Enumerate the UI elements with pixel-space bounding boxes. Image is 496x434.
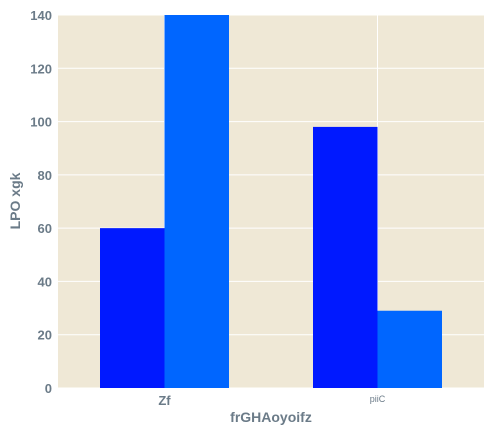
y-tick-label: 140 (30, 8, 52, 23)
bars (100, 15, 442, 389)
y-tick-label: 0 (45, 381, 52, 396)
bar-piiC-series-2 (377, 310, 442, 388)
x-tick-label: Zf (158, 393, 171, 408)
y-tick-label: 120 (30, 61, 52, 76)
y-tick-label: 40 (38, 274, 52, 289)
x-tick-label: piiC (370, 394, 386, 404)
y-tick-label: 60 (38, 221, 52, 236)
y-tick-labels: 0 20 40 60 80 100 120 140 (30, 8, 52, 396)
bar-Zf-series-2 (164, 15, 229, 388)
y-tick-label: 20 (38, 328, 52, 343)
y-tick-label: 80 (38, 168, 52, 183)
bar-Zf-series-1 (100, 228, 165, 388)
y-tick-label: 100 (30, 115, 52, 130)
x-tick-labels: Zf piiC (158, 393, 385, 408)
bar-piiC-series-1 (313, 126, 378, 389)
y-axis-label: LPO xgk (7, 172, 23, 229)
x-axis-label: frGHAoyoifz (230, 409, 312, 425)
